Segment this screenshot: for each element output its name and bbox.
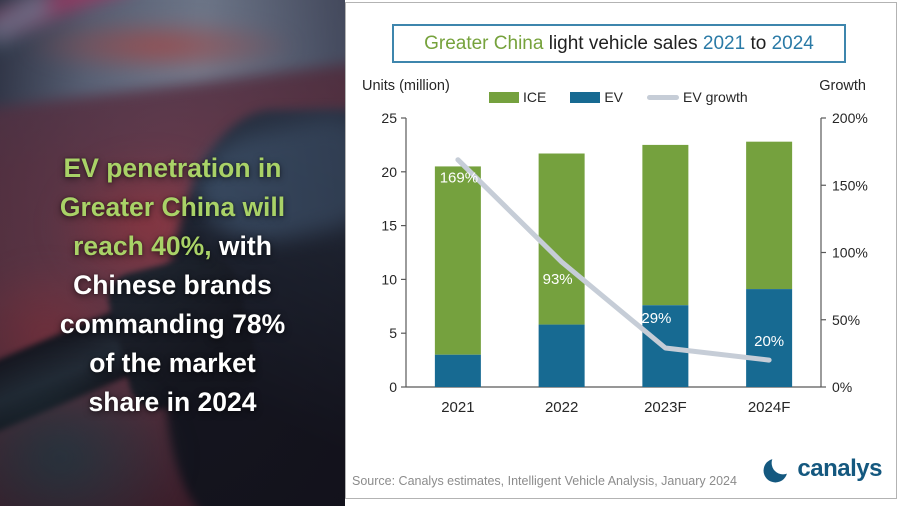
photo-vignette xyxy=(0,0,345,506)
right-tick-label: 200% xyxy=(832,110,868,126)
ice-swatch-icon xyxy=(489,91,519,103)
right-tick-label: 50% xyxy=(832,312,860,328)
legend-item-ice: ICE xyxy=(489,89,546,105)
x-tick-label-2023F: 2023F xyxy=(644,399,687,416)
sales-chart: 0 5 10 15 20 25 0% 50% 100% 150% 200% 2021 2022 2023F… xyxy=(381,110,868,416)
title-year-from: 2021 xyxy=(702,32,746,54)
right-tick-label: 100% xyxy=(832,245,868,261)
ev-bar-2024F xyxy=(746,289,793,387)
ev-growth-line xyxy=(455,157,772,363)
ice-bar-2023F xyxy=(642,144,689,306)
right-tick-label: 0% xyxy=(832,379,852,395)
source-line: Source: Canalys estimates, Intelligent V… xyxy=(352,474,737,488)
left-tick-label: 20 xyxy=(381,164,397,180)
title-year-to: 2024 xyxy=(771,32,814,54)
legend-growth-label: EV growth xyxy=(683,89,748,105)
quote-body: with Chinese brands commanding 78% of th… xyxy=(59,231,286,417)
canalys-crescent-icon xyxy=(763,458,788,482)
x-tick-label-2024F: 2024F xyxy=(748,399,791,416)
chart-title: Greater China light vehicle sales 2021 t… xyxy=(392,24,846,63)
legend-ev-label: EV xyxy=(604,89,624,105)
ice-bar-2022 xyxy=(538,153,585,325)
quote-highlight: EV penetration in Greater China will rea… xyxy=(59,153,286,261)
x-tick-label-2021: 2021 xyxy=(441,399,474,416)
headline-quote: EV penetration in Greater China will rea… xyxy=(12,110,333,422)
ice-bar-2024F xyxy=(746,141,793,290)
photo-red-smear xyxy=(20,18,300,74)
left-tick-label: 15 xyxy=(381,218,397,234)
ice-bar-2021 xyxy=(434,166,481,355)
left-tick-label: 5 xyxy=(389,325,397,341)
growth-label-2021: 169% xyxy=(440,170,478,187)
left-tick-label: 0 xyxy=(389,379,397,395)
x-tick-label-2022: 2022 xyxy=(545,399,578,416)
left-axis-caption: Units (million) xyxy=(362,78,450,94)
ev-swatch-icon xyxy=(570,91,601,103)
growth-line-swatch-icon xyxy=(647,94,680,100)
canalys-logo: canalys xyxy=(763,455,882,483)
right-tick-label: 150% xyxy=(832,177,868,193)
canalys-wordmark: canalys xyxy=(797,455,882,482)
left-tick-label: 10 xyxy=(381,271,397,287)
title-main: light vehicle sales xyxy=(548,32,703,54)
ev-bar-2021 xyxy=(434,354,481,387)
growth-label-2023F: 29% xyxy=(641,310,671,327)
chart-card: Greater China light vehicle sales 2021 t… xyxy=(345,2,897,499)
growth-label-2022: 93% xyxy=(543,271,573,288)
legend-item-growth: EV growth xyxy=(647,89,748,105)
right-axis-caption: Growth xyxy=(819,78,866,94)
chart-legend: ICE EV EV growth xyxy=(489,89,748,105)
ev-charging-photo: EV penetration in Greater China will rea… xyxy=(0,0,345,506)
left-tick-label: 25 xyxy=(381,110,397,126)
growth-label-2024F: 20% xyxy=(754,333,784,350)
title-to: to xyxy=(745,32,772,54)
legend-item-ev: EV xyxy=(570,89,623,105)
ev-bar-2022 xyxy=(538,324,585,387)
title-region: Greater China xyxy=(424,32,549,54)
legend-ice-label: ICE xyxy=(523,89,547,105)
